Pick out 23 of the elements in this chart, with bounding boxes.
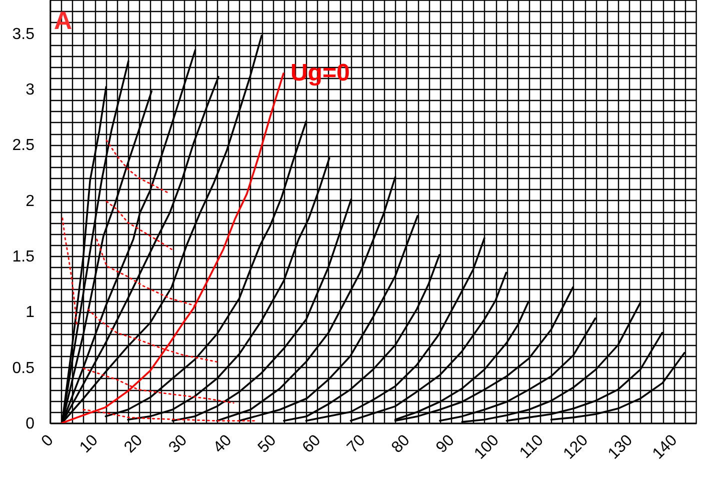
x-tick-label: 90 bbox=[433, 432, 458, 456]
y-tick-label: 1.5 bbox=[12, 248, 35, 266]
y-tick-label: 1 bbox=[26, 304, 35, 322]
y-tick-label: 0 bbox=[26, 416, 35, 432]
x-tick-label: 40 bbox=[210, 432, 236, 456]
x-tick-label: 70 bbox=[344, 432, 369, 456]
x-tick-label: 10 bbox=[76, 432, 102, 456]
x-tick-label: 20 bbox=[121, 432, 146, 456]
x-tick-label: 60 bbox=[300, 432, 324, 456]
x-tick-label: 130 bbox=[605, 432, 636, 463]
y-tick-label: 3 bbox=[26, 82, 35, 99]
y-tick-label: 3.5 bbox=[12, 26, 35, 43]
y-tick-label: 2.5 bbox=[12, 137, 35, 154]
x-tick-label: 30 bbox=[166, 432, 191, 456]
x-tick-label: 50 bbox=[255, 432, 280, 456]
x-tick-label: 0 bbox=[38, 432, 57, 450]
x-tick-label: 120 bbox=[560, 432, 592, 463]
x-tick-label: 140 bbox=[650, 432, 681, 463]
y-tick-label: 0.5 bbox=[12, 360, 35, 377]
x-tick-label: 80 bbox=[388, 432, 414, 456]
y-tick-label: 2 bbox=[26, 192, 35, 210]
x-tick-label: 100 bbox=[471, 432, 502, 463]
x-tick-label: 110 bbox=[516, 432, 547, 462]
